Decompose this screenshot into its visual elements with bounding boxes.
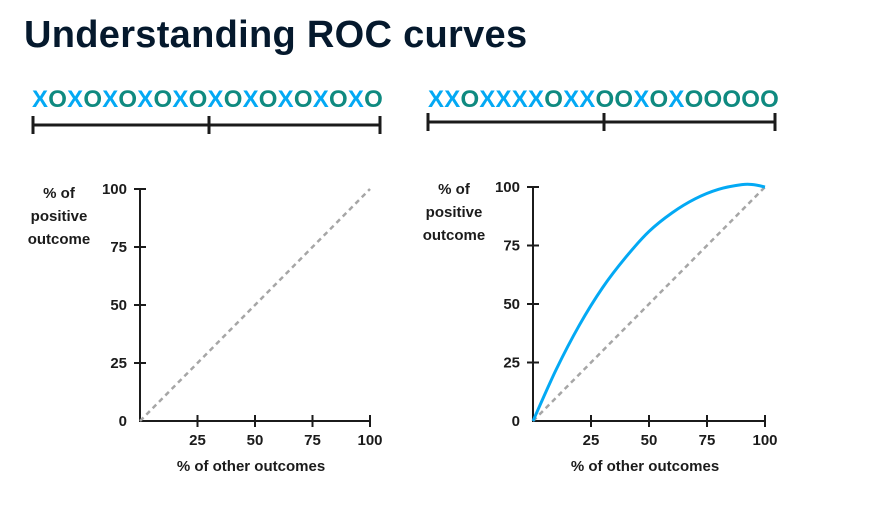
token-x: X	[32, 86, 49, 113]
y-tick-label: 50	[503, 296, 520, 313]
x-tick-label: 50	[641, 432, 658, 449]
x-tick-label: 25	[189, 432, 206, 449]
y-axis-label: outcome	[28, 231, 91, 248]
token-o: O	[48, 86, 68, 113]
random-classifier-diagonal	[532, 186, 766, 422]
page-title: Understanding ROC curves	[24, 14, 528, 56]
token-x: X	[444, 86, 461, 113]
token-x: X	[67, 86, 84, 113]
y-axis-label: positive	[426, 204, 483, 221]
y-tick-label: 75	[503, 238, 520, 255]
roc-chart-random: 0 25 50 75 100 25 50 75 100 % of other outcomes % …	[28, 181, 383, 475]
token-o: O	[364, 86, 383, 113]
y-axis-label: outcome	[423, 227, 486, 244]
token-x: X	[347, 86, 365, 113]
x-tick-label: 75	[304, 432, 321, 449]
y-tick-label: 100	[495, 179, 520, 196]
token-o: O	[741, 86, 761, 113]
random-classifier-diagonal	[139, 188, 371, 422]
token-x: X	[207, 86, 224, 113]
roc-curve	[531, 182, 766, 422]
token-o: O	[118, 86, 138, 113]
sequence-left: XOXOXOXOXOXOXOXOXOXO	[32, 88, 383, 112]
token-x: X	[102, 86, 119, 113]
token-x: X	[277, 86, 294, 113]
token-o: O	[722, 86, 742, 113]
token-x: X	[579, 86, 596, 113]
x-tick-label: 75	[699, 432, 716, 449]
token-o: O	[684, 86, 704, 113]
token-x: X	[511, 86, 528, 113]
threshold-scale-bars	[31, 113, 777, 134]
token-o: O	[223, 86, 243, 113]
y-tick-label: 25	[110, 355, 127, 372]
x-tick-label: 100	[357, 432, 382, 449]
y-tick-label: 25	[503, 355, 520, 372]
token-o: O	[153, 86, 173, 113]
token-o: O	[83, 86, 103, 113]
y-tick-label: 100	[102, 181, 127, 198]
token-x: X	[242, 86, 259, 113]
scale-bar-left	[31, 116, 382, 134]
x-tick-label: 50	[247, 432, 264, 449]
token-x: X	[428, 86, 445, 113]
y-tick-label: 0	[512, 413, 520, 430]
sequence-right: XXOXXXXOXXOOXOXOOOOO	[428, 88, 779, 112]
token-o: O	[760, 86, 779, 113]
scale-bar-right	[426, 113, 777, 131]
y-tick-label: 0	[119, 413, 127, 430]
y-tick-label: 50	[110, 297, 127, 314]
token-x: X	[633, 86, 650, 113]
token-x: X	[137, 86, 154, 113]
y-tick-label: 75	[110, 239, 127, 256]
token-o: O	[595, 86, 615, 113]
y-axis-label: % of	[43, 185, 76, 202]
token-o: O	[188, 86, 208, 113]
token-o: O	[649, 86, 669, 113]
token-x: X	[668, 86, 685, 113]
x-axis-label: % of other outcomes	[571, 458, 719, 475]
token-o: O	[460, 86, 480, 113]
x-axis-label: % of other outcomes	[177, 458, 325, 475]
token-x: X	[527, 86, 545, 113]
token-x: X	[563, 86, 580, 113]
roc-chart-model: 0 25 50 75 100 25 50 75 100 % of other outcomes % …	[423, 179, 778, 475]
token-x: X	[479, 86, 496, 113]
token-x: X	[495, 86, 512, 113]
x-tick-label: 25	[583, 432, 600, 449]
token-x: X	[172, 86, 189, 113]
token-o: O	[703, 86, 723, 113]
token-o: O	[614, 86, 634, 113]
y-axis-label: % of	[438, 181, 471, 198]
y-axis-label: positive	[31, 208, 88, 225]
token-o: O	[293, 86, 313, 113]
token-o: O	[258, 86, 278, 113]
token-o: O	[544, 86, 564, 113]
token-o: O	[328, 86, 348, 113]
token-x: X	[312, 86, 329, 113]
x-tick-label: 100	[752, 432, 777, 449]
